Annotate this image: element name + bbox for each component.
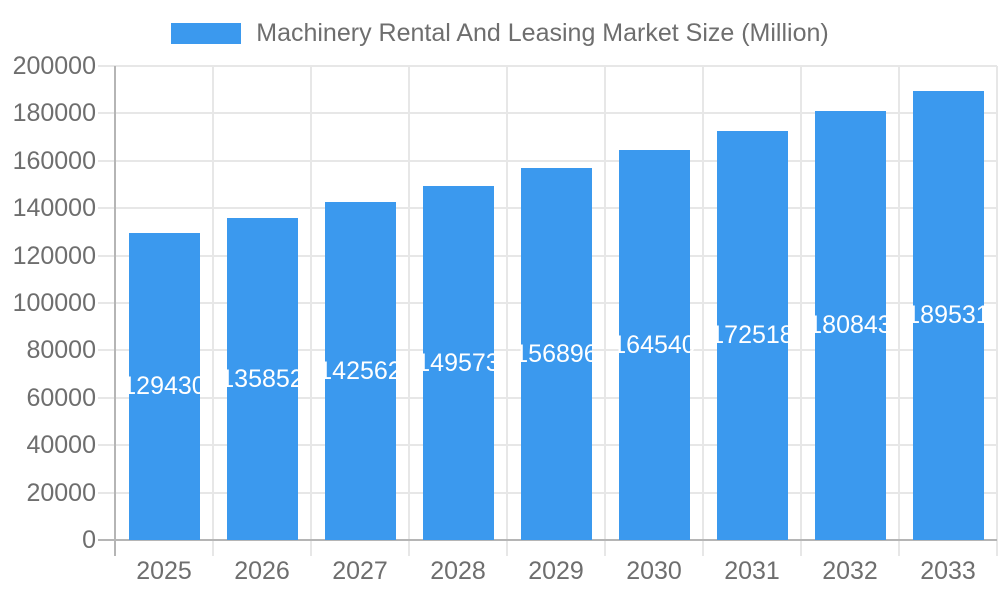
gridline-vertical bbox=[898, 66, 900, 540]
y-axis-tick bbox=[98, 491, 115, 494]
gridline-vertical bbox=[212, 66, 214, 540]
x-axis-tick bbox=[212, 540, 214, 556]
y-axis-tick-label: 100000 bbox=[12, 289, 96, 317]
gridline-vertical bbox=[506, 66, 508, 540]
y-axis-tick-label: 160000 bbox=[12, 146, 96, 175]
y-axis-tick-label: 120000 bbox=[12, 241, 96, 270]
legend-label: Machinery Rental And Leasing Market Size… bbox=[256, 19, 829, 47]
bar-value-label: 135852 bbox=[220, 364, 304, 393]
x-axis-tick bbox=[800, 540, 802, 556]
gridline-horizontal bbox=[115, 112, 997, 115]
bar[interactable]: 142562 bbox=[318, 202, 402, 540]
x-axis-tick bbox=[996, 540, 998, 556]
x-axis-tick bbox=[310, 540, 312, 556]
y-axis-tick bbox=[98, 207, 115, 210]
y-axis-tick bbox=[98, 349, 115, 352]
y-axis-tick-label: 80000 bbox=[26, 336, 96, 365]
x-axis-tick-label: 2027 bbox=[332, 557, 388, 585]
x-axis-tick bbox=[604, 540, 606, 556]
x-axis-tick-label: 2029 bbox=[528, 557, 584, 585]
y-axis-tick-label: 60000 bbox=[26, 383, 96, 412]
bar[interactable]: 180843 bbox=[808, 111, 892, 540]
x-axis-tick bbox=[898, 540, 900, 556]
bar[interactable]: 135852 bbox=[220, 218, 304, 540]
bar[interactable]: 149573 bbox=[416, 186, 500, 540]
bar-value-label: 149573 bbox=[416, 348, 500, 377]
gridline-vertical bbox=[800, 66, 802, 540]
gridline-vertical bbox=[310, 66, 312, 540]
bar[interactable]: 129430 bbox=[122, 233, 206, 540]
y-axis-tick bbox=[98, 65, 115, 67]
x-axis-tick bbox=[506, 540, 508, 556]
x-axis-tick-label: 2031 bbox=[724, 557, 780, 585]
x-axis-tick-label: 2033 bbox=[920, 557, 976, 585]
legend-swatch bbox=[171, 23, 242, 44]
bar[interactable]: 156896 bbox=[514, 168, 598, 540]
y-axis-tick bbox=[98, 254, 115, 257]
bar-value-label: 156896 bbox=[514, 339, 598, 368]
gridline-horizontal bbox=[115, 65, 997, 67]
bar-value-label: 142562 bbox=[318, 356, 402, 385]
x-axis-line bbox=[98, 539, 997, 541]
x-axis-tick-label: 2025 bbox=[136, 557, 192, 585]
bar-value-label: 180843 bbox=[808, 311, 892, 339]
gridline-vertical bbox=[996, 66, 998, 540]
bar-value-label: 189531 bbox=[906, 301, 990, 329]
x-axis-tick-label: 2032 bbox=[822, 557, 878, 585]
x-axis-tick-label: 2030 bbox=[626, 557, 682, 585]
bar-value-label: 172518 bbox=[710, 321, 794, 349]
y-axis-line bbox=[114, 66, 116, 556]
y-axis-tick-label: 180000 bbox=[12, 99, 96, 128]
chart-legend[interactable]: Machinery Rental And Leasing Market Size… bbox=[0, 19, 1000, 48]
y-axis-tick-label: 40000 bbox=[26, 431, 96, 460]
bar-value-label: 164540 bbox=[612, 330, 696, 359]
bar[interactable]: 172518 bbox=[710, 131, 794, 540]
y-axis-tick-label: 200000 bbox=[12, 52, 96, 80]
x-axis-tick bbox=[702, 540, 704, 556]
y-axis-tick bbox=[98, 302, 115, 304]
gridline-vertical bbox=[604, 66, 606, 540]
gridline-vertical bbox=[408, 66, 410, 540]
y-axis-tick bbox=[98, 396, 115, 399]
gridline-vertical bbox=[702, 66, 704, 540]
y-axis-tick-label: 140000 bbox=[12, 194, 96, 223]
bar-value-label: 129430 bbox=[122, 372, 206, 400]
y-axis-tick-label: 20000 bbox=[26, 478, 96, 507]
bar[interactable]: 189531 bbox=[906, 91, 990, 540]
x-axis-tick-label: 2026 bbox=[234, 557, 290, 585]
y-axis-tick bbox=[98, 159, 115, 162]
y-axis-tick bbox=[98, 112, 115, 115]
x-axis-tick bbox=[408, 540, 410, 556]
gridline-horizontal bbox=[115, 159, 997, 162]
bar[interactable]: 164540 bbox=[612, 150, 696, 540]
y-axis-tick bbox=[98, 444, 115, 447]
y-axis-tick-label: 0 bbox=[82, 526, 96, 554]
x-axis-tick-label: 2028 bbox=[430, 557, 486, 585]
